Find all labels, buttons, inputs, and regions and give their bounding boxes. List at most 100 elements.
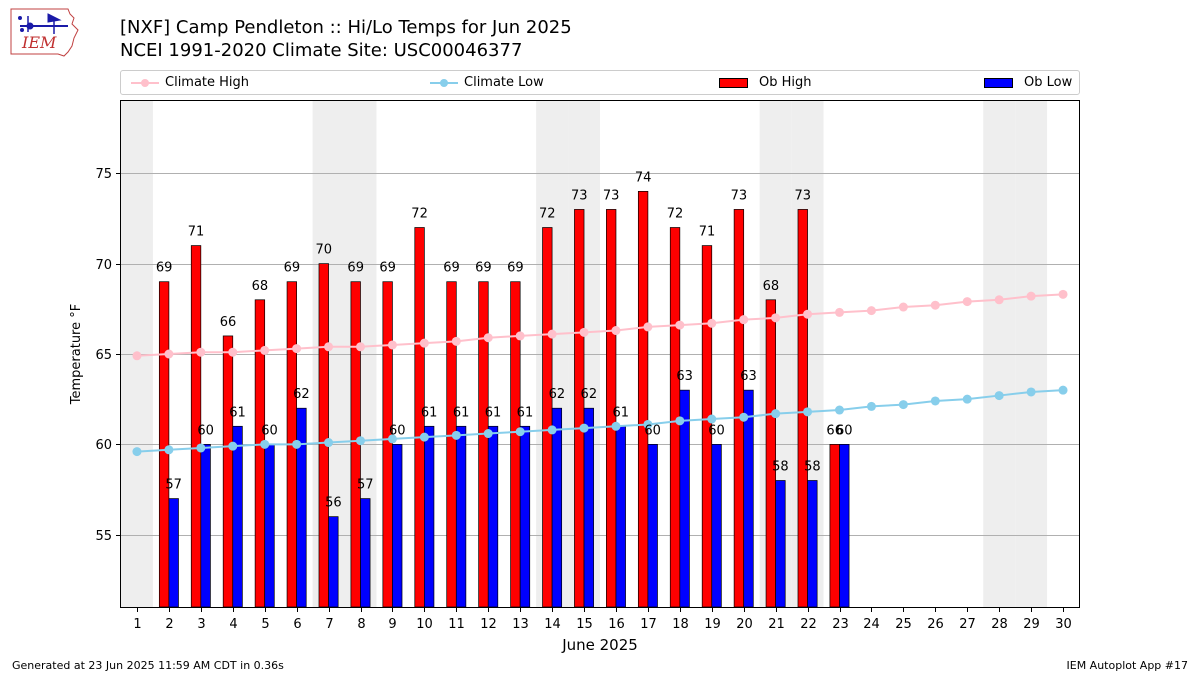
point-climate-low-day-7 (324, 438, 334, 448)
bar-label-ob-low-day-16: 61 (612, 405, 629, 420)
point-climate-low-day-6 (292, 439, 302, 449)
point-climate-high-day-30 (1058, 289, 1068, 299)
bar-label-ob-high-day-16: 73 (603, 188, 620, 203)
point-climate-low-day-17 (643, 419, 653, 429)
x-tick-label-23: 23 (832, 617, 849, 632)
x-tick-label-16: 16 (608, 617, 625, 632)
y-tick-label-75: 75 (95, 167, 112, 182)
point-climate-high-day-1 (132, 351, 142, 361)
bar-label-ob-low-day-9: 60 (389, 423, 406, 438)
y-tick-label-65: 65 (95, 348, 112, 363)
legend-label-climate-low: Climate Low (464, 75, 544, 90)
bar-label-ob-low-day-17: 60 (644, 423, 661, 438)
point-climate-high-day-13 (515, 331, 525, 341)
chart-subtitle: NCEI 1991-2020 Climate Site: USC00046377 (120, 40, 523, 61)
legend-label-climate-high: Climate High (165, 75, 250, 90)
bar-ob-low-day-7 (328, 516, 339, 608)
point-climate-low-day-9 (387, 434, 397, 444)
x-tick-label-27: 27 (959, 617, 976, 632)
point-climate-low-day-11 (451, 430, 461, 440)
bar-label-ob-low-day-3: 60 (197, 423, 214, 438)
x-tick-label-26: 26 (927, 617, 944, 632)
bar-label-ob-low-day-7: 56 (325, 496, 342, 511)
point-climate-high-day-16 (611, 326, 621, 336)
bar-ob-high-day-13 (510, 281, 521, 608)
x-tick-label-3: 3 (197, 617, 205, 632)
x-tick-label-17: 17 (640, 617, 657, 632)
point-climate-low-day-18 (675, 416, 685, 426)
bar-label-ob-high-day-6: 69 (284, 261, 301, 276)
bar-ob-high-day-17 (637, 191, 649, 608)
point-climate-high-day-3 (196, 347, 206, 357)
point-climate-low-day-27 (962, 394, 972, 404)
legend-swatch-ob-high (719, 77, 748, 88)
bar-label-ob-low-day-22: 58 (804, 460, 821, 475)
point-climate-low-day-3 (196, 443, 206, 453)
bar-ob-low-day-22 (807, 480, 818, 608)
bar-label-ob-high-day-22: 73 (795, 188, 812, 203)
point-climate-low-day-24 (866, 401, 876, 411)
bar-label-ob-low-day-5: 60 (261, 423, 278, 438)
bar-ob-low-day-14 (551, 407, 563, 608)
legend-item-ob-low: Ob Low (984, 71, 1072, 94)
bar-label-ob-high-day-20: 73 (731, 188, 748, 203)
point-climate-high-day-10 (419, 338, 429, 348)
point-climate-high-day-6 (292, 344, 302, 354)
point-climate-high-day-4 (228, 347, 238, 357)
bar-ob-low-day-20 (743, 389, 754, 608)
bar-label-ob-high-day-19: 71 (699, 225, 716, 240)
bar-label-ob-low-day-20: 63 (740, 369, 757, 384)
x-tick-label-10: 10 (416, 617, 433, 632)
bar-label-ob-high-day-8: 69 (347, 261, 364, 276)
bar-ob-low-day-4 (232, 425, 243, 608)
point-climate-low-day-4 (228, 441, 238, 451)
point-climate-low-day-15 (579, 423, 589, 433)
bar-ob-low-day-21 (775, 480, 786, 608)
point-climate-low-day-10 (419, 432, 429, 442)
x-axis-title: June 2025 (561, 636, 638, 654)
point-climate-low-day-30 (1058, 385, 1068, 395)
x-tick-label-15: 15 (576, 617, 593, 632)
bar-label-ob-low-day-2: 57 (165, 478, 182, 493)
legend-swatch-climate-low (430, 78, 458, 87)
bar-label-ob-high-day-11: 69 (443, 261, 460, 276)
point-climate-low-day-25 (898, 400, 908, 410)
x-tick-label-20: 20 (736, 617, 753, 632)
bar-ob-high-day-11 (446, 281, 457, 608)
chart-title: [NXF] Camp Pendleton :: Hi/Lo Temps for … (120, 17, 572, 38)
bar-label-ob-low-day-18: 63 (676, 369, 693, 384)
x-tick-label-25: 25 (895, 617, 912, 632)
bar-label-ob-low-day-15: 62 (581, 387, 598, 402)
point-climate-low-day-1 (132, 447, 142, 457)
bar-label-ob-high-day-18: 72 (667, 207, 684, 222)
x-tick-label-7: 7 (325, 617, 333, 632)
legend-item-ob-high: Ob High (719, 71, 812, 94)
point-climate-low-day-8 (356, 436, 365, 446)
y-tick-label-70: 70 (95, 258, 112, 273)
bar-ob-low-day-5 (264, 444, 275, 608)
legend-item-climate-low: Climate Low (430, 71, 544, 94)
bar-label-ob-high-day-10: 72 (411, 207, 428, 222)
x-tick-label-29: 29 (1023, 617, 1040, 632)
point-climate-low-day-16 (611, 421, 621, 431)
point-climate-low-day-29 (1026, 387, 1036, 397)
x-tick-label-6: 6 (293, 617, 301, 632)
point-climate-high-day-11 (451, 336, 461, 346)
point-climate-high-day-24 (866, 306, 876, 316)
bar-label-ob-high-day-13: 69 (507, 261, 524, 276)
footer-generated-text: Generated at 23 Jun 2025 11:59 AM CDT in… (12, 659, 284, 672)
bar-ob-low-day-19 (711, 444, 722, 608)
bar-ob-high-day-5 (254, 299, 266, 608)
bar-label-ob-low-day-4: 61 (229, 405, 246, 420)
point-climate-low-day-20 (739, 412, 749, 422)
point-climate-low-day-13 (515, 427, 525, 437)
x-tick-label-30: 30 (1055, 617, 1072, 632)
bar-label-ob-low-day-13: 61 (517, 405, 534, 420)
bar-ob-low-day-15 (583, 407, 594, 608)
point-climate-high-day-9 (387, 340, 397, 350)
point-climate-high-day-22 (803, 309, 813, 319)
point-climate-high-day-12 (483, 333, 493, 343)
bar-ob-low-day-12 (487, 425, 499, 608)
point-climate-high-day-20 (739, 315, 749, 325)
point-climate-high-day-26 (930, 300, 940, 310)
